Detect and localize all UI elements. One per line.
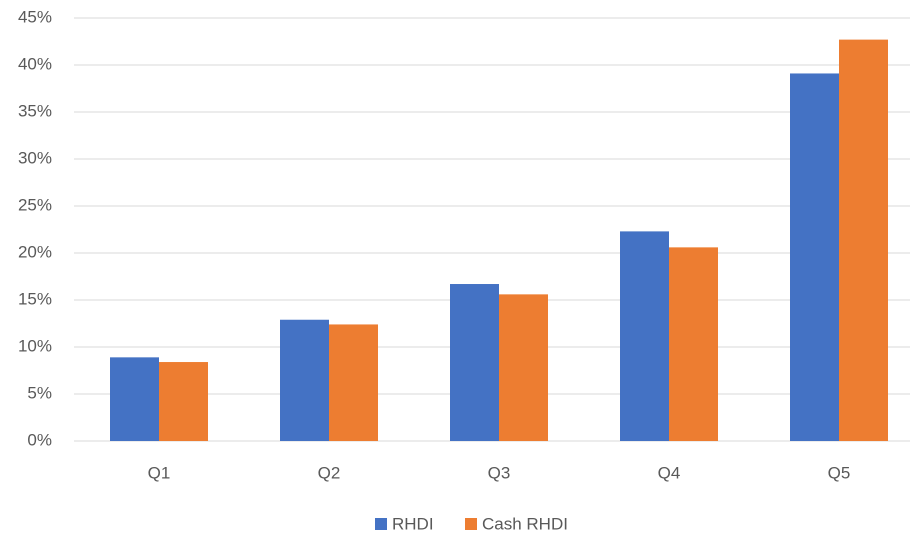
y-tick-label: 25%: [18, 195, 52, 214]
legend-swatch: [465, 518, 477, 530]
bar: [159, 362, 208, 441]
y-tick-label: 40%: [18, 54, 52, 73]
x-tick-label: Q3: [488, 463, 511, 482]
y-tick-label: 45%: [18, 7, 52, 26]
bar: [669, 247, 718, 441]
y-tick-label: 0%: [27, 430, 52, 449]
y-tick-label: 15%: [18, 289, 52, 308]
bar: [790, 73, 839, 442]
bar: [329, 324, 378, 441]
x-tick-label: Q4: [658, 463, 681, 482]
bar: [280, 319, 329, 441]
legend-label: RHDI: [392, 514, 434, 533]
bar: [499, 294, 548, 441]
bar: [450, 284, 499, 441]
legend-swatch: [375, 518, 387, 530]
x-tick-label: Q1: [148, 463, 171, 482]
y-tick-label: 5%: [27, 383, 52, 402]
bar: [839, 39, 888, 442]
bar: [620, 231, 669, 441]
x-tick-label: Q5: [828, 463, 851, 482]
x-tick-label: Q2: [318, 463, 341, 482]
y-tick-label: 30%: [18, 148, 52, 167]
y-tick-label: 35%: [18, 101, 52, 120]
legend-label: Cash RHDI: [482, 514, 568, 533]
bar: [110, 357, 159, 441]
y-tick-label: 10%: [18, 336, 52, 355]
y-tick-label: 20%: [18, 242, 52, 261]
